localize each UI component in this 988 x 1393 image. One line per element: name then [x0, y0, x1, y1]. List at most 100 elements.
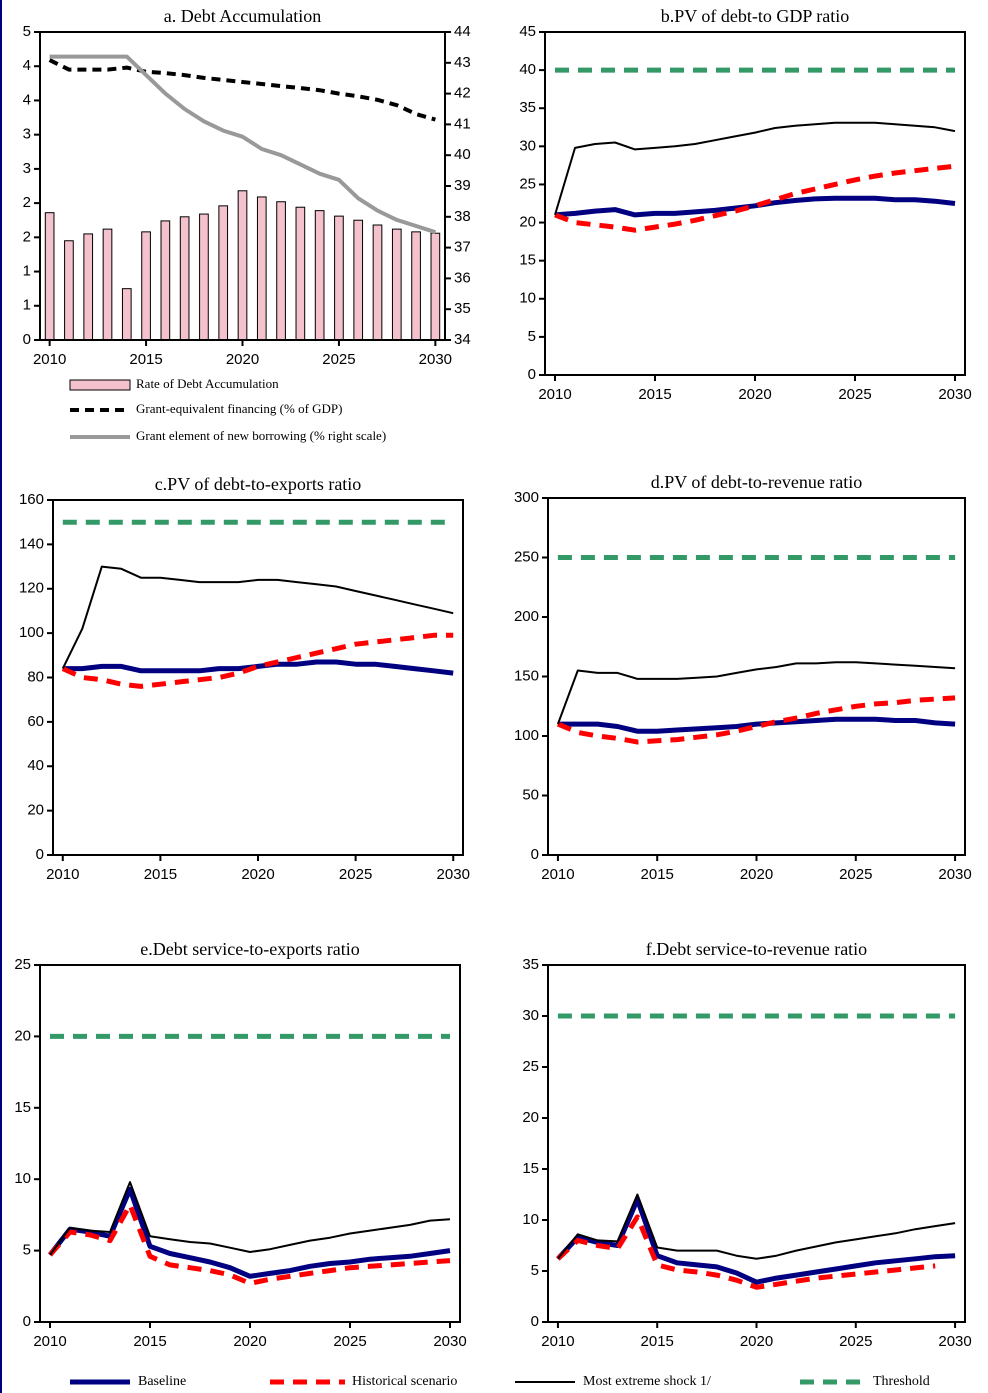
y-tick-label: 150 — [514, 667, 539, 684]
series-line — [556, 1214, 936, 1290]
bar — [411, 231, 421, 341]
plot-frame — [544, 31, 966, 376]
y2-tick-label: 41 — [454, 115, 471, 132]
x-tick-label: 2015 — [638, 386, 671, 403]
x-tick-label: 2030 — [938, 866, 971, 883]
y-tick-label: 3 — [23, 126, 31, 143]
y-tick-label: 40 — [519, 61, 536, 78]
x-tick-label: 2025 — [333, 1333, 366, 1350]
bar — [295, 206, 306, 341]
series-line — [49, 54, 437, 235]
series-line — [61, 632, 454, 689]
series-line — [554, 121, 956, 216]
y-tick-label: 160 — [19, 491, 44, 508]
y-tick-label: 120 — [19, 580, 44, 597]
y-tick-label: 0 — [23, 331, 31, 348]
x-tick-label: 2010 — [538, 386, 571, 403]
series-line — [49, 1181, 451, 1256]
y-tick-label: 20 — [519, 214, 536, 231]
series-line — [557, 716, 956, 734]
series-line — [554, 195, 956, 218]
y-tick-label: 20 — [27, 802, 44, 819]
y-tick-label: 80 — [27, 668, 44, 685]
x-tick-label: 2025 — [839, 866, 872, 883]
bar — [353, 219, 364, 341]
bar — [276, 201, 286, 341]
y-tick-label: 3 — [23, 160, 31, 177]
y-tick-label: 10 — [519, 290, 536, 307]
y-tick-label: 0 — [531, 846, 539, 863]
x-tick-label: 2030 — [938, 1333, 971, 1350]
y2-tick-label: 43 — [454, 54, 471, 71]
bar — [44, 212, 55, 341]
y-tick-label: 0 — [531, 1313, 539, 1330]
y-tick-label: 0 — [36, 846, 44, 863]
y-tick-label: 1 — [23, 297, 31, 314]
bar — [160, 220, 171, 341]
y-tick-label: 35 — [519, 99, 536, 116]
x-tick-label: 2020 — [233, 1333, 266, 1350]
y2-tick-label: 37 — [454, 239, 471, 256]
series-line — [48, 1186, 451, 1279]
y-tick-label: 25 — [522, 1058, 539, 1075]
y-tick-label: 4 — [23, 91, 31, 108]
y-tick-label: 0 — [528, 366, 536, 383]
y-tick-label: 5 — [23, 23, 31, 40]
chart-title: d.PV of debt-to-revenue ratio — [651, 472, 863, 492]
y-tick-label: 20 — [522, 1109, 539, 1126]
y-tick-label: 10 — [14, 1170, 31, 1187]
x-tick-label: 2020 — [740, 866, 773, 883]
y-tick-label: 0 — [23, 1313, 31, 1330]
y-tick-label: 15 — [522, 1160, 539, 1177]
bar — [64, 240, 74, 341]
legend-label: Most extreme shock 1/ — [583, 1374, 711, 1389]
bar — [179, 216, 190, 341]
y2-tick-label: 38 — [454, 208, 471, 225]
y-tick-label: 100 — [19, 624, 44, 641]
bar — [314, 210, 325, 341]
x-tick-label: 2015 — [641, 1333, 674, 1350]
x-tick-label: 2015 — [133, 1333, 166, 1350]
bar — [334, 215, 344, 341]
x-tick-label: 2025 — [839, 1333, 872, 1350]
y-tick-label: 4 — [23, 57, 31, 74]
x-tick-label: 2020 — [738, 386, 771, 403]
legend-label: Rate of Debt Accumulation — [136, 376, 279, 391]
y-tick-label: 30 — [522, 1007, 539, 1024]
series-line — [556, 661, 956, 725]
plot-frame — [52, 499, 464, 856]
x-tick-label: 2015 — [641, 866, 674, 883]
y2-tick-label: 40 — [454, 146, 471, 163]
bar — [256, 196, 267, 341]
x-tick-label: 2015 — [129, 351, 162, 368]
bar — [391, 228, 402, 341]
x-tick-label: 2020 — [241, 866, 274, 883]
x-tick-label: 2020 — [226, 351, 259, 368]
chart-title: c.PV of debt-to-exports ratio — [155, 474, 362, 494]
x-tick-label: 2025 — [838, 386, 871, 403]
y2-tick-label: 42 — [454, 85, 471, 102]
bar — [83, 233, 94, 341]
x-tick-label: 2030 — [437, 866, 470, 883]
plot-frame — [39, 964, 461, 1323]
x-tick-label: 2020 — [740, 1333, 773, 1350]
plot-frame — [547, 497, 966, 856]
y-tick-label: 300 — [514, 489, 539, 506]
y2-tick-label: 44 — [454, 23, 471, 40]
chart-title: b.PV of debt-to GDP ratio — [661, 6, 850, 26]
chart-title: f.Debt service-to-revenue ratio — [646, 939, 867, 959]
y-tick-label: 25 — [14, 956, 31, 973]
series-line — [556, 1197, 956, 1285]
y-tick-label: 2 — [23, 228, 31, 245]
y-tick-label: 140 — [19, 535, 44, 552]
bar — [199, 213, 209, 341]
bar — [121, 288, 132, 341]
plot-frame — [547, 964, 966, 1323]
y-tick-label: 45 — [519, 23, 536, 40]
bar — [430, 232, 441, 341]
y-tick-label: 60 — [27, 713, 44, 730]
legend-label: Grant-equivalent financing (% of GDP) — [136, 401, 343, 416]
x-tick-label: 2030 — [419, 351, 452, 368]
